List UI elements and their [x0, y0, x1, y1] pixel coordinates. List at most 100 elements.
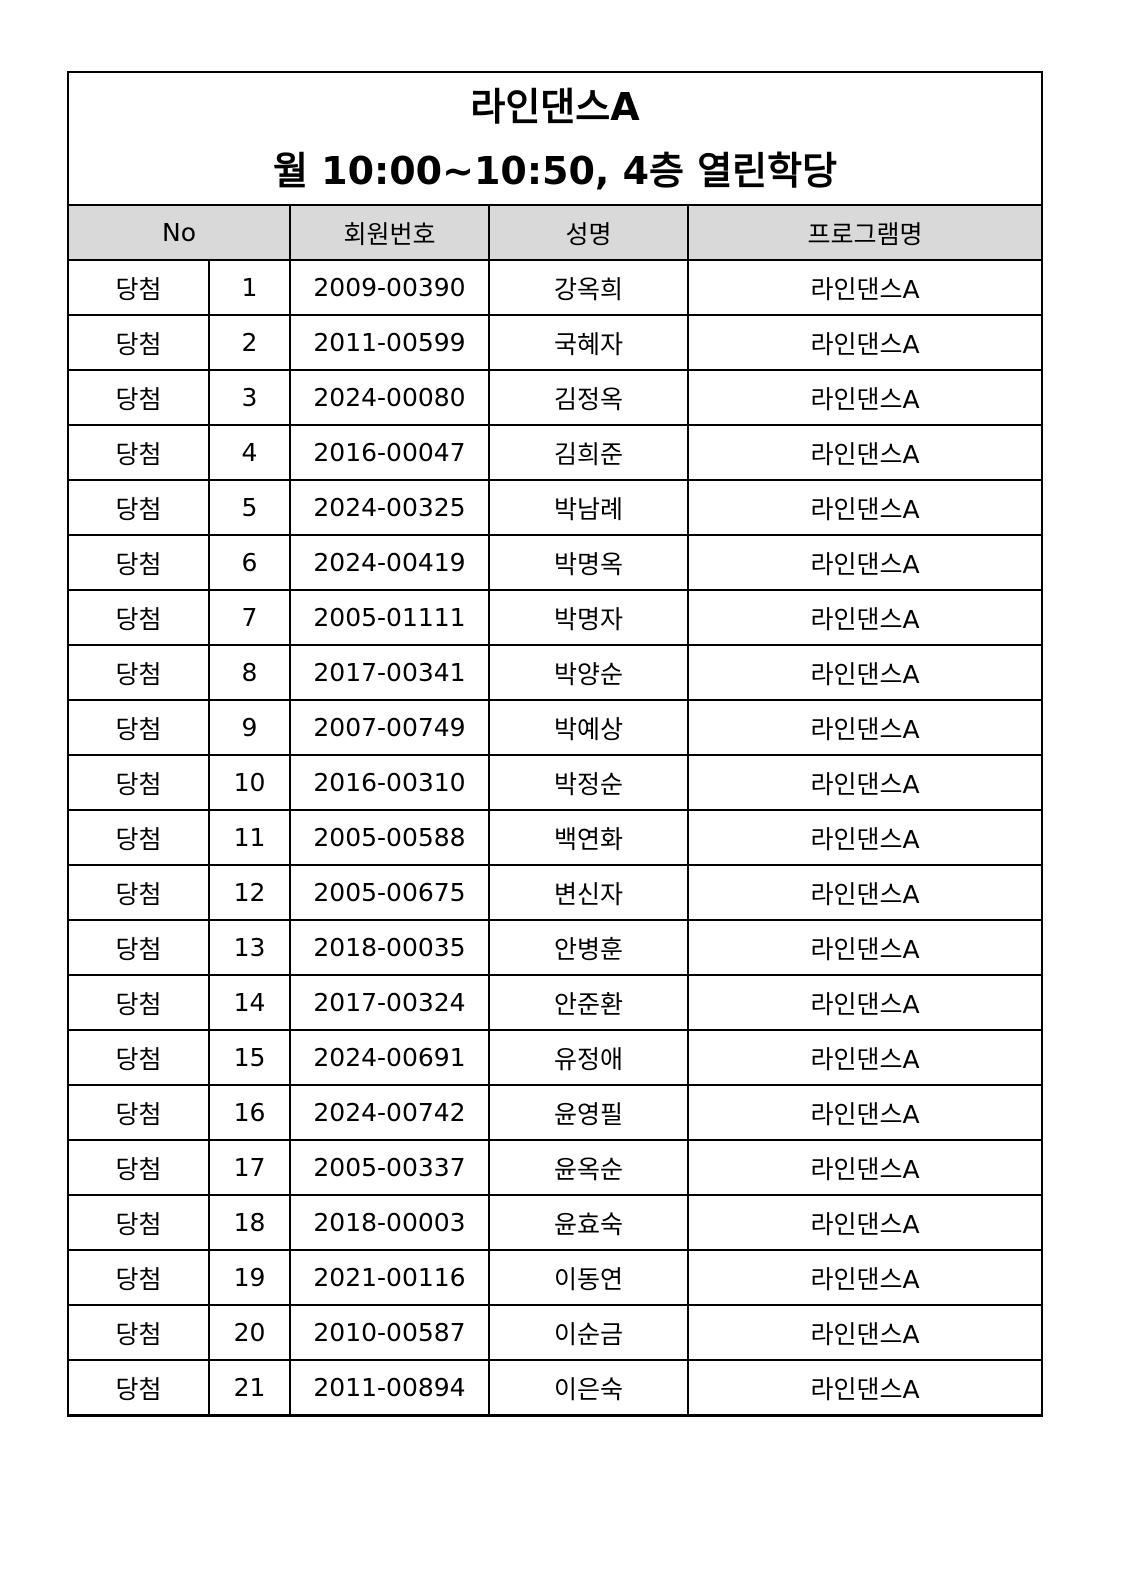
- member-id-cell: 2017-00324: [289, 974, 490, 1031]
- table-row: 당첨 7 2005-01111 박명자 라인댄스A: [67, 589, 1043, 646]
- table-row: 당첨 20 2010-00587 이순금 라인댄스A: [67, 1304, 1043, 1361]
- status-cell: 당첨: [67, 1194, 210, 1251]
- name-cell: 안병훈: [488, 919, 689, 976]
- program-cell: 라인댄스A: [687, 1304, 1043, 1361]
- member-id-cell: 2016-00047: [289, 424, 490, 481]
- name-cell: 이은숙: [488, 1359, 689, 1417]
- status-cell: 당첨: [67, 1249, 210, 1306]
- member-id-cell: 2007-00749: [289, 699, 490, 756]
- name-cell: 윤영필: [488, 1084, 689, 1141]
- status-cell: 당첨: [67, 1139, 210, 1196]
- program-cell: 라인댄스A: [687, 479, 1043, 536]
- status-cell: 당첨: [67, 479, 210, 536]
- status-cell: 당첨: [67, 1304, 210, 1361]
- name-cell: 김희준: [488, 424, 689, 481]
- status-cell: 당첨: [67, 919, 210, 976]
- table-row: 당첨 19 2021-00116 이동연 라인댄스A: [67, 1249, 1043, 1306]
- member-id-cell: 2024-00325: [289, 479, 490, 536]
- member-id-cell: 2010-00587: [289, 1304, 490, 1361]
- member-id-cell: 2018-00003: [289, 1194, 490, 1251]
- name-cell: 유정애: [488, 1029, 689, 1086]
- member-id-cell: 2005-00588: [289, 809, 490, 866]
- name-cell: 박정순: [488, 754, 689, 811]
- member-id-cell: 2005-00675: [289, 864, 490, 921]
- number-cell: 9: [208, 699, 291, 756]
- table-row: 당첨 18 2018-00003 윤효숙 라인댄스A: [67, 1194, 1043, 1251]
- member-id-cell: 2024-00419: [289, 534, 490, 591]
- lottery-result-table: 라인댄스A 월 10:00~10:50, 4층 열린학당 No 회원번호 성명 …: [67, 71, 1043, 1417]
- number-cell: 13: [208, 919, 291, 976]
- program-cell: 라인댄스A: [687, 864, 1043, 921]
- number-cell: 14: [208, 974, 291, 1031]
- name-cell: 김정옥: [488, 369, 689, 426]
- member-id-cell: 2024-00080: [289, 369, 490, 426]
- number-cell: 6: [208, 534, 291, 591]
- name-cell: 박명옥: [488, 534, 689, 591]
- name-cell: 박예상: [488, 699, 689, 756]
- table-row: 당첨 15 2024-00691 유정애 라인댄스A: [67, 1029, 1043, 1086]
- member-id-cell: 2016-00310: [289, 754, 490, 811]
- number-cell: 5: [208, 479, 291, 536]
- program-cell: 라인댄스A: [687, 1084, 1043, 1141]
- table-row: 당첨 12 2005-00675 변신자 라인댄스A: [67, 864, 1043, 921]
- table-row: 당첨 17 2005-00337 윤옥순 라인댄스A: [67, 1139, 1043, 1196]
- number-cell: 1: [208, 259, 291, 316]
- status-cell: 당첨: [67, 369, 210, 426]
- status-cell: 당첨: [67, 424, 210, 481]
- member-id-cell: 2005-01111: [289, 589, 490, 646]
- program-cell: 라인댄스A: [687, 589, 1043, 646]
- table-row: 당첨 5 2024-00325 박남례 라인댄스A: [67, 479, 1043, 536]
- number-cell: 2: [208, 314, 291, 371]
- name-cell: 박명자: [488, 589, 689, 646]
- table-row: 당첨 16 2024-00742 윤영필 라인댄스A: [67, 1084, 1043, 1141]
- number-cell: 21: [208, 1359, 291, 1417]
- member-id-cell: 2011-00894: [289, 1359, 490, 1417]
- status-cell: 당첨: [67, 974, 210, 1031]
- member-id-cell: 2005-00337: [289, 1139, 490, 1196]
- number-cell: 18: [208, 1194, 291, 1251]
- program-cell: 라인댄스A: [687, 919, 1043, 976]
- program-cell: 라인댄스A: [687, 974, 1043, 1031]
- name-cell: 국혜자: [488, 314, 689, 371]
- header-row: No 회원번호 성명 프로그램명: [67, 204, 1043, 261]
- table-row: 당첨 10 2016-00310 박정순 라인댄스A: [67, 754, 1043, 811]
- title-line-2: 월 10:00~10:50, 4층 열린학당: [272, 148, 838, 193]
- status-cell: 당첨: [67, 534, 210, 591]
- member-id-cell: 2017-00341: [289, 644, 490, 701]
- document-title: 라인댄스A 월 10:00~10:50, 4층 열린학당: [67, 71, 1043, 206]
- status-cell: 당첨: [67, 314, 210, 371]
- number-cell: 3: [208, 369, 291, 426]
- header-name: 성명: [488, 204, 689, 261]
- table-row: 당첨 8 2017-00341 박양순 라인댄스A: [67, 644, 1043, 701]
- status-cell: 당첨: [67, 259, 210, 316]
- name-cell: 백연화: [488, 809, 689, 866]
- name-cell: 이순금: [488, 1304, 689, 1361]
- member-id-cell: 2021-00116: [289, 1249, 490, 1306]
- status-cell: 당첨: [67, 754, 210, 811]
- status-cell: 당첨: [67, 1359, 210, 1417]
- number-cell: 4: [208, 424, 291, 481]
- status-cell: 당첨: [67, 1029, 210, 1086]
- table-row: 당첨 21 2011-00894 이은숙 라인댄스A: [67, 1359, 1043, 1417]
- table-row: 당첨 6 2024-00419 박명옥 라인댄스A: [67, 534, 1043, 591]
- table-row: 당첨 1 2009-00390 강옥희 라인댄스A: [67, 259, 1043, 316]
- table-row: 당첨 11 2005-00588 백연화 라인댄스A: [67, 809, 1043, 866]
- name-cell: 변신자: [488, 864, 689, 921]
- program-cell: 라인댄스A: [687, 259, 1043, 316]
- program-cell: 라인댄스A: [687, 424, 1043, 481]
- member-id-cell: 2011-00599: [289, 314, 490, 371]
- status-cell: 당첨: [67, 699, 210, 756]
- member-id-cell: 2018-00035: [289, 919, 490, 976]
- name-cell: 안준환: [488, 974, 689, 1031]
- number-cell: 15: [208, 1029, 291, 1086]
- number-cell: 10: [208, 754, 291, 811]
- program-cell: 라인댄스A: [687, 1029, 1043, 1086]
- program-cell: 라인댄스A: [687, 1249, 1043, 1306]
- status-cell: 당첨: [67, 809, 210, 866]
- table-row: 당첨 13 2018-00035 안병훈 라인댄스A: [67, 919, 1043, 976]
- table-row: 당첨 3 2024-00080 김정옥 라인댄스A: [67, 369, 1043, 426]
- table-row: 당첨 14 2017-00324 안준환 라인댄스A: [67, 974, 1043, 1031]
- status-cell: 당첨: [67, 864, 210, 921]
- program-cell: 라인댄스A: [687, 754, 1043, 811]
- member-id-cell: 2009-00390: [289, 259, 490, 316]
